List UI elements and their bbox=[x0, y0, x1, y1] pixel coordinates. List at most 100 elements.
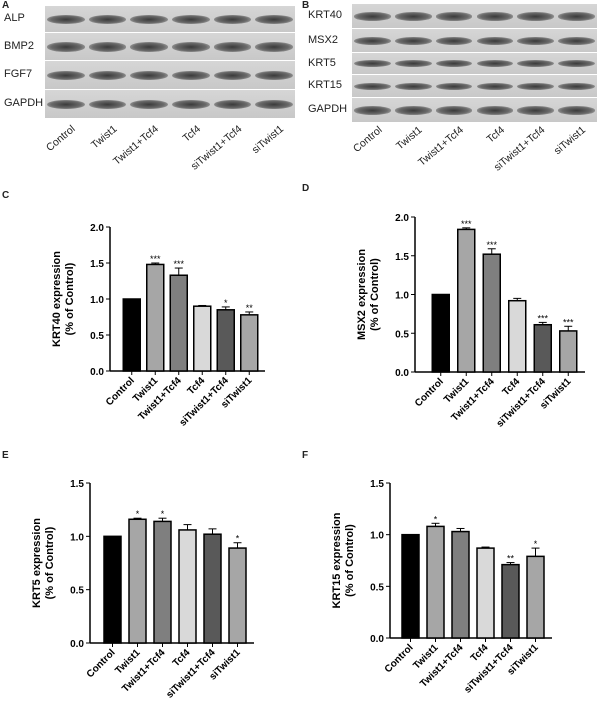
blot-strip bbox=[352, 29, 597, 54]
y-tick-label: 1.5 bbox=[90, 259, 104, 270]
blot-band bbox=[130, 70, 168, 81]
y-axis-label-2: (% of Control) bbox=[344, 524, 356, 597]
y-tick-label: 0.5 bbox=[370, 582, 384, 593]
significance-marker: * bbox=[236, 534, 240, 544]
blot-band bbox=[88, 15, 127, 24]
blot-band bbox=[517, 60, 555, 68]
significance-marker: * bbox=[534, 539, 538, 549]
blot-band bbox=[213, 15, 252, 24]
blot-band bbox=[476, 12, 514, 21]
blot-strip bbox=[352, 98, 597, 124]
y-axis-label-2: (% of Control) bbox=[44, 526, 56, 599]
blot-band bbox=[88, 42, 127, 52]
blot-band bbox=[394, 37, 432, 45]
y-axis-label: KRT40 expression bbox=[51, 251, 63, 347]
blot-band bbox=[47, 70, 85, 81]
blot-band bbox=[558, 37, 595, 45]
y-tick-label: 0.0 bbox=[370, 634, 384, 645]
blot-band bbox=[517, 82, 555, 91]
blot-band bbox=[435, 82, 473, 91]
bar bbox=[426, 525, 445, 639]
blot-row-label: FGF7 bbox=[4, 68, 33, 80]
panel-label-c: C bbox=[2, 190, 10, 201]
blot-band bbox=[172, 15, 210, 24]
blot-band bbox=[130, 42, 168, 52]
y-tick-label: 0.0 bbox=[395, 368, 409, 379]
blot-band bbox=[394, 12, 432, 21]
significance-marker: *** bbox=[461, 219, 472, 229]
significance-marker: *** bbox=[486, 240, 497, 250]
panel-label-d: D bbox=[302, 183, 310, 194]
blot-band bbox=[435, 12, 473, 21]
blot-band bbox=[354, 12, 391, 21]
x-tick-label: Tcf4 bbox=[501, 376, 523, 398]
blot-band bbox=[47, 15, 85, 24]
blot-band bbox=[435, 60, 473, 68]
blot-band bbox=[394, 82, 432, 91]
bar bbox=[169, 274, 188, 372]
blot-band bbox=[213, 99, 252, 110]
bar bbox=[240, 314, 259, 372]
bar bbox=[103, 535, 122, 644]
significance-marker: * bbox=[161, 509, 165, 519]
blot-band bbox=[255, 70, 293, 81]
panel-label-a: A bbox=[2, 0, 10, 11]
bar bbox=[146, 263, 165, 372]
blot-band bbox=[255, 42, 293, 52]
y-tick-label: 1.0 bbox=[395, 291, 409, 302]
y-tick-label: 0.0 bbox=[90, 367, 104, 378]
panel-label-b: B bbox=[302, 0, 310, 11]
blot-row-label: KRT15 bbox=[308, 79, 343, 91]
blot-strip bbox=[45, 61, 295, 91]
y-axis-label: KRT15 expression bbox=[331, 512, 343, 608]
bar bbox=[533, 323, 552, 373]
blot-band bbox=[354, 106, 391, 115]
x-tick-label: Control bbox=[104, 375, 137, 408]
y-tick-label: 1.5 bbox=[370, 479, 384, 490]
blot-band bbox=[517, 37, 555, 45]
x-tick-label: Control bbox=[85, 647, 118, 680]
blot-strip bbox=[45, 90, 295, 120]
blot-band bbox=[435, 37, 473, 45]
blot-band bbox=[255, 15, 293, 24]
blot-row-label: GAPDH bbox=[4, 97, 44, 109]
blot-band bbox=[476, 60, 514, 68]
x-tick-label: Tcf4 bbox=[469, 642, 491, 664]
panel-label-e: E bbox=[2, 450, 9, 461]
blot-strip bbox=[45, 6, 295, 34]
blot-band bbox=[517, 106, 555, 115]
panel-label-f: F bbox=[302, 450, 309, 461]
y-axis-label: KRT5 expression bbox=[31, 518, 43, 608]
y-tick-label: 1.0 bbox=[90, 295, 104, 306]
bar bbox=[501, 563, 520, 639]
y-tick-label: 0.5 bbox=[395, 329, 409, 340]
bar bbox=[559, 330, 578, 373]
blot-row-label: GAPDH bbox=[308, 103, 348, 115]
significance-marker: *** bbox=[537, 313, 548, 323]
blot-row-label: KRT40 bbox=[308, 9, 343, 21]
bar bbox=[457, 228, 476, 373]
bar bbox=[128, 518, 147, 644]
blot-band bbox=[172, 42, 210, 52]
y-axis-label-2: (% of Control) bbox=[369, 258, 381, 331]
bar bbox=[431, 293, 450, 373]
blot-band bbox=[394, 106, 432, 115]
y-tick-label: 1.0 bbox=[370, 531, 384, 542]
significance-marker: ** bbox=[246, 303, 254, 313]
blot-strip bbox=[352, 75, 597, 99]
y-tick-label: 0.0 bbox=[70, 639, 84, 650]
significance-marker: * bbox=[434, 514, 438, 524]
blot-band bbox=[558, 106, 595, 115]
blot-band bbox=[255, 99, 293, 110]
y-axis-label: MSX2 expression bbox=[356, 249, 368, 340]
blot-band bbox=[558, 82, 595, 91]
significance-marker: * bbox=[224, 298, 228, 308]
y-axis-label-2: (% of Control) bbox=[64, 262, 76, 335]
blot-strip bbox=[352, 53, 597, 76]
x-tick-label: Control bbox=[413, 376, 446, 409]
blot-band bbox=[354, 60, 391, 68]
y-tick-label: 1.5 bbox=[395, 252, 409, 263]
blot-band bbox=[172, 99, 210, 110]
blot-band bbox=[354, 37, 391, 45]
blot-row-label: KRT5 bbox=[308, 56, 336, 69]
